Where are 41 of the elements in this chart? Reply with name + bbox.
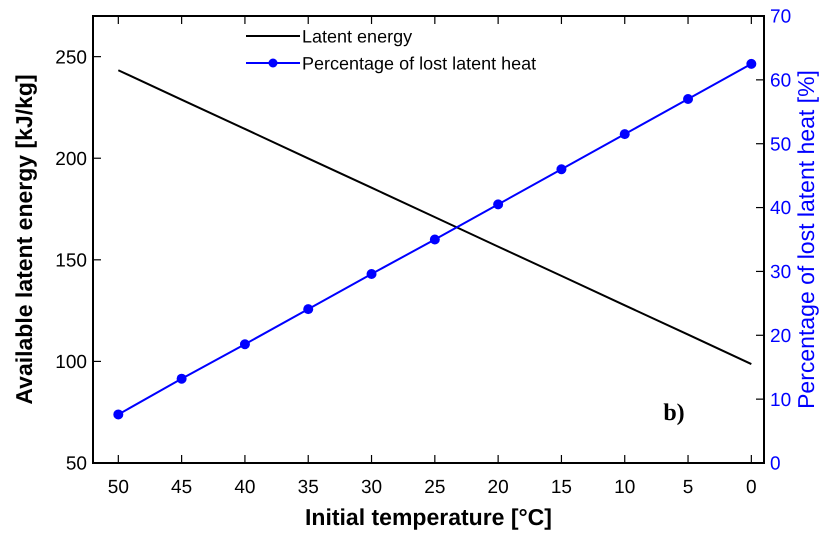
x-tick-label: 30 bbox=[360, 477, 382, 498]
y2-tick-label: 40 bbox=[770, 198, 792, 220]
point bbox=[366, 268, 377, 279]
point bbox=[176, 374, 187, 384]
y2-tick-label: 70 bbox=[770, 6, 792, 28]
point bbox=[113, 409, 124, 420]
annotation: b) bbox=[663, 400, 685, 426]
y2-tick-label: 10 bbox=[770, 390, 792, 411]
point bbox=[683, 94, 694, 104]
point bbox=[240, 339, 250, 350]
y-tick-label: 150 bbox=[55, 250, 87, 272]
y2-tick-label: 60 bbox=[770, 70, 792, 92]
y-tick-label: 250 bbox=[55, 47, 87, 68]
y2-tick-label: 30 bbox=[770, 262, 792, 284]
x-axis-title: Initial temperature [°C] bbox=[305, 504, 552, 530]
x-tick-label: 5 bbox=[682, 477, 694, 498]
x-tick-label: 50 bbox=[108, 477, 129, 498]
legend-label: Latent energy bbox=[302, 26, 412, 46]
x-tick-label: 45 bbox=[171, 477, 192, 498]
point bbox=[430, 234, 440, 244]
y-tick-label: 200 bbox=[55, 148, 87, 170]
y-tick-label: 100 bbox=[55, 352, 87, 374]
y2-tick-label: 20 bbox=[770, 326, 792, 347]
y2-axis-title: Percentage of lost latent heat [%] bbox=[793, 70, 819, 409]
x-tick-label: 15 bbox=[550, 477, 572, 498]
point bbox=[556, 164, 566, 174]
y2-tick-label: 50 bbox=[770, 134, 792, 156]
y-tick-label: 50 bbox=[66, 454, 87, 475]
x-tick-label: 10 bbox=[614, 477, 636, 498]
x-tick-label: 0 bbox=[746, 477, 757, 498]
legend-label: Percentage of lost latent heat bbox=[302, 53, 536, 74]
point bbox=[493, 199, 504, 210]
x-tick-label: 35 bbox=[298, 477, 319, 498]
point bbox=[620, 129, 630, 140]
x-tick-label: 25 bbox=[424, 477, 446, 498]
x-tick-label: 20 bbox=[488, 477, 509, 498]
y2-tick-label: 0 bbox=[770, 454, 781, 475]
x-tick-label: 40 bbox=[234, 477, 256, 498]
y-axis-title: Available latent energy [kJ/kg] bbox=[11, 74, 37, 405]
point bbox=[303, 304, 314, 314]
point bbox=[746, 58, 756, 69]
